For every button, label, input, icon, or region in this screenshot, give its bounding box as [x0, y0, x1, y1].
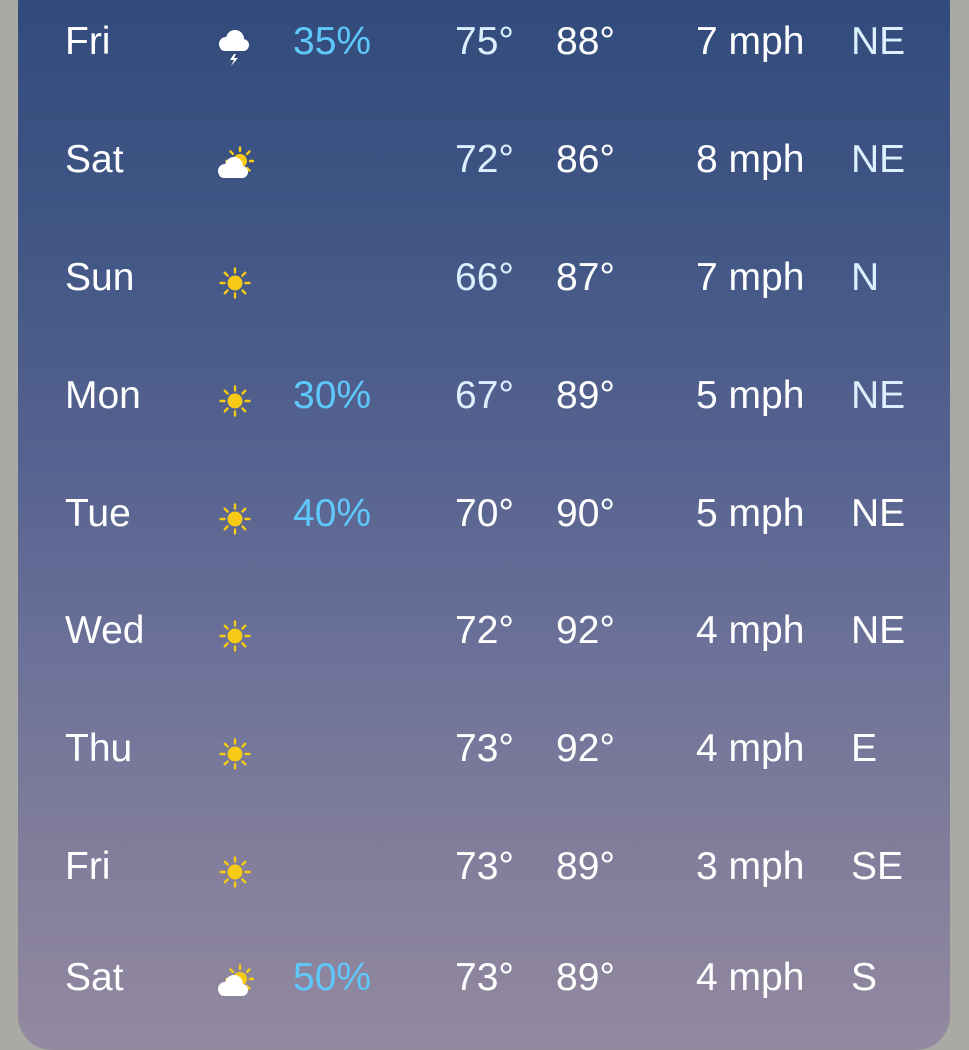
high-temp: 89°	[556, 374, 615, 417]
day-label: Sat	[65, 138, 124, 181]
high-temp: 86°	[556, 138, 615, 181]
wind-speed: 5 mph	[696, 492, 805, 535]
partly-cloudy-icon	[216, 960, 255, 998]
forecast-row[interactable]: Fri 73° 89° 3 mph SE	[0, 837, 969, 897]
wind-direction: NE	[851, 492, 906, 535]
forecast-row[interactable]: Sat 50% 73° 89° 4 mph S	[0, 948, 969, 1008]
day-label: Wed	[65, 609, 145, 652]
forecast-row[interactable]: Fri 35% 75° 88° 7 mph NE	[0, 12, 969, 72]
wind-direction: SE	[851, 845, 904, 888]
wind-direction: NE	[851, 374, 906, 417]
forecast-row[interactable]: Sat 72° 86° 8 mph NE	[0, 130, 969, 190]
wind-speed: 4 mph	[696, 609, 805, 652]
sun-icon	[216, 613, 254, 652]
sun-icon	[216, 731, 254, 770]
high-temp: 92°	[556, 727, 615, 770]
high-temp: 89°	[556, 845, 615, 888]
day-label: Sat	[65, 956, 124, 999]
sun-icon	[216, 849, 254, 888]
precip-chance: 35%	[293, 20, 372, 63]
wind-speed: 4 mph	[696, 956, 805, 999]
low-temp: 66°	[455, 256, 514, 299]
day-label: Fri	[65, 20, 111, 63]
forecast-row[interactable]: Thu 73° 92° 4 mph E	[0, 719, 969, 779]
low-temp: 70°	[455, 492, 514, 535]
day-label: Fri	[65, 845, 111, 888]
wind-direction: S	[851, 956, 878, 999]
forecast-row[interactable]: Wed 72° 92° 4 mph NE	[0, 601, 969, 661]
low-temp: 73°	[455, 956, 514, 999]
low-temp: 73°	[455, 727, 514, 770]
partly-cloudy-icon	[216, 142, 255, 180]
thunderstorm-icon	[216, 24, 254, 66]
day-label: Mon	[65, 374, 141, 417]
day-label: Tue	[65, 492, 131, 535]
high-temp: 88°	[556, 20, 615, 63]
wind-speed: 8 mph	[696, 138, 805, 181]
wind-speed: 7 mph	[696, 20, 805, 63]
wind-speed: 7 mph	[696, 256, 805, 299]
precip-chance: 40%	[293, 492, 372, 535]
day-label: Sun	[65, 256, 135, 299]
sun-icon	[216, 496, 254, 535]
forecast-row[interactable]: Mon 30% 67° 89° 5 mph NE	[0, 366, 969, 426]
precip-chance: 30%	[293, 374, 372, 417]
sun-icon	[216, 378, 254, 417]
forecast-card	[18, 0, 950, 1050]
high-temp: 89°	[556, 956, 615, 999]
low-temp: 67°	[455, 374, 514, 417]
sun-icon	[216, 260, 254, 299]
wind-direction: NE	[851, 20, 906, 63]
high-temp: 90°	[556, 492, 615, 535]
wind-speed: 3 mph	[696, 845, 805, 888]
wind-direction: N	[851, 256, 880, 299]
wind-speed: 5 mph	[696, 374, 805, 417]
wind-direction: NE	[851, 138, 906, 181]
high-temp: 92°	[556, 609, 615, 652]
day-label: Thu	[65, 727, 133, 770]
wind-direction: E	[851, 727, 878, 770]
wind-speed: 4 mph	[696, 727, 805, 770]
low-temp: 75°	[455, 20, 514, 63]
forecast-row[interactable]: Sun 66° 87° 7 mph N	[0, 248, 969, 308]
low-temp: 73°	[455, 845, 514, 888]
precip-chance: 50%	[293, 956, 372, 999]
forecast-row[interactable]: Tue 40% 70° 90° 5 mph NE	[0, 484, 969, 544]
high-temp: 87°	[556, 256, 615, 299]
low-temp: 72°	[455, 138, 514, 181]
wind-direction: NE	[851, 609, 906, 652]
low-temp: 72°	[455, 609, 514, 652]
